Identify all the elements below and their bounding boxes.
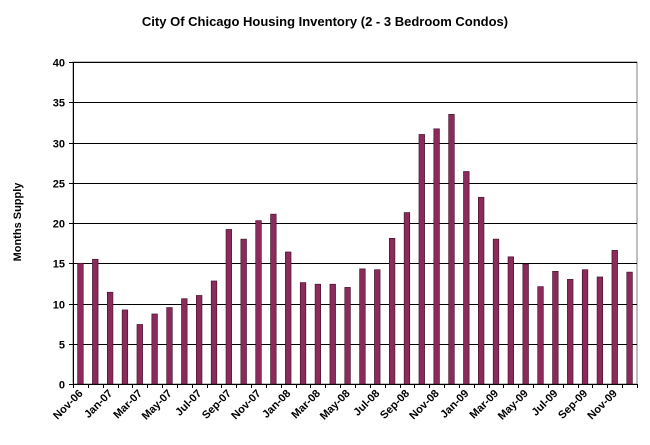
x-tick-label: Nov-06: [51, 388, 85, 422]
chart-title: City Of Chicago Housing Inventory (2 - 3…: [141, 14, 509, 29]
bar: [596, 276, 604, 385]
bar: [403, 212, 411, 385]
x-tick-label: Mar-09: [468, 388, 502, 422]
x-tick-label: May-09: [496, 388, 531, 423]
y-tick-label: 5: [59, 340, 65, 352]
bar: [329, 283, 336, 385]
y-tick-label: 30: [53, 139, 65, 151]
bar: [285, 251, 292, 385]
bar: [166, 307, 173, 385]
y-tick-label: 0: [59, 380, 65, 392]
y-tick-label: 35: [53, 98, 65, 110]
y-tick-label: 40: [53, 58, 65, 70]
y-tick-label: 10: [53, 300, 65, 312]
bar: [240, 238, 247, 385]
bar: [270, 213, 277, 385]
bar: [611, 250, 618, 385]
bar: [418, 134, 425, 385]
bar: [388, 237, 396, 385]
x-tick-label: Nov-07: [229, 388, 263, 422]
bar: [433, 128, 440, 385]
bar: [626, 271, 633, 385]
bar: [106, 291, 114, 385]
x-tick-label: Mar-07: [111, 388, 145, 422]
bar: [136, 324, 143, 385]
bar: [255, 220, 262, 385]
bar: [181, 298, 188, 385]
x-tick-label: Sep-07: [200, 388, 234, 422]
bar: [478, 196, 485, 385]
bar: [299, 282, 307, 385]
bar: [77, 262, 84, 385]
x-tick-label: Jan-07: [82, 388, 115, 421]
bar: [225, 229, 232, 385]
bar: [463, 171, 470, 385]
bar: [492, 238, 500, 385]
bar: [552, 270, 559, 385]
bar: [448, 114, 455, 385]
y-tick-label: 15: [53, 259, 65, 271]
x-tick-label: May-07: [140, 388, 175, 423]
bar: [121, 309, 129, 385]
bar: [359, 268, 366, 385]
bar: [210, 280, 218, 385]
x-tick-label: May-08: [318, 388, 353, 423]
x-tick-label: Jan-08: [260, 388, 293, 421]
bar: [507, 256, 514, 385]
bar: [581, 269, 589, 385]
x-tick-label: Nov-08: [407, 388, 441, 422]
bar: [344, 287, 351, 385]
x-tick-label: Nov-09: [585, 388, 619, 422]
y-tick-label: 25: [53, 179, 65, 191]
x-tick-label: Sep-09: [556, 388, 590, 422]
x-tick-label: Jan-09: [438, 388, 471, 421]
bar: [196, 295, 203, 385]
bar: [374, 269, 381, 385]
x-tick-label: Mar-08: [289, 388, 323, 422]
bar: [314, 283, 322, 385]
bar: [567, 279, 574, 385]
bar: [92, 258, 99, 385]
bar: [151, 313, 158, 385]
y-tick-label: 20: [53, 219, 65, 231]
bar: [537, 286, 544, 385]
bar: [522, 263, 529, 385]
x-tick-label: Sep-08: [378, 388, 412, 422]
